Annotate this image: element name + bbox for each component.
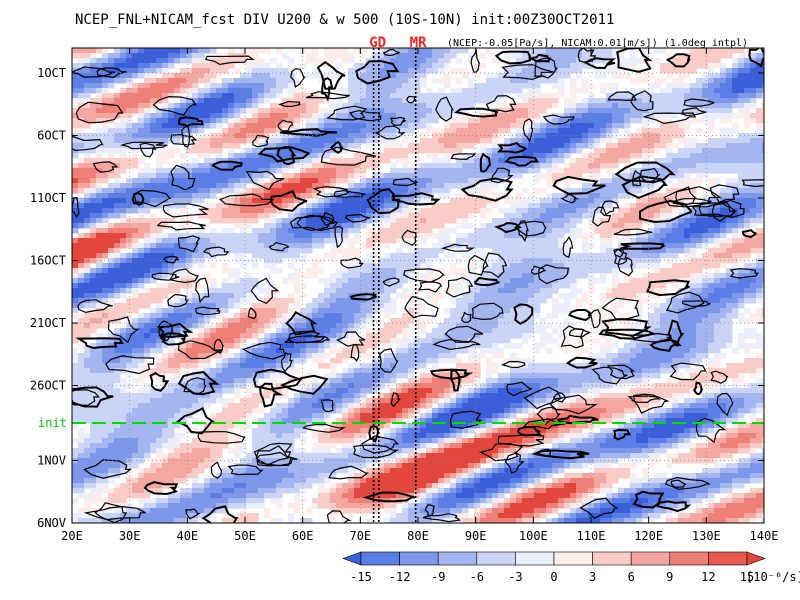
colorbar-tick-label: 0 <box>550 570 557 584</box>
y-tick-label: 26OCT <box>30 379 66 393</box>
colorbar-tick-label: 15 <box>740 570 754 584</box>
location-markers: GD MR <box>369 35 427 523</box>
y-tick-label: 6OCT <box>37 129 66 143</box>
marker-label: GD <box>369 35 386 51</box>
x-tick-label: 110E <box>577 529 606 543</box>
y-tick-label: 16OCT <box>30 254 66 268</box>
x-tick-label: 30E <box>119 529 141 543</box>
x-tick-label: 70E <box>349 529 371 543</box>
x-tick-label: 100E <box>519 529 548 543</box>
colorbar-swatch <box>515 551 555 566</box>
chart-subtitle: (NCEP:-0.05[Pa/s], NICAM:0.01[m/s]) (1.0… <box>447 38 748 49</box>
colorbar-tick-label: -6 <box>470 570 484 584</box>
colorbar-swatch <box>669 551 709 566</box>
init-label: init <box>38 416 67 430</box>
grid <box>72 48 764 523</box>
y-tick-label: 21OCT <box>30 316 66 330</box>
x-tick-label: 130E <box>692 529 721 543</box>
colorbar-swatch <box>746 551 766 566</box>
x-tick-label: 140E <box>750 529 779 543</box>
colorbar-swatch <box>630 551 671 566</box>
colorbar-tick-label: -3 <box>508 570 522 584</box>
divergence-field <box>72 48 764 523</box>
colorbar-swatch <box>399 551 439 566</box>
chart-title: NCEP_FNL+NICAM_fcst DIV U200 & w 500 (10… <box>75 12 614 28</box>
colorbar-tick-label: -9 <box>431 570 445 584</box>
y-tick-label: 6NOV <box>37 516 66 530</box>
x-tick-label: 40E <box>176 529 198 543</box>
x-tick-label: 60E <box>292 529 314 543</box>
colorbar-swatch <box>360 551 400 566</box>
colorbar: -15 -12 -9 -6 -3 0 3 6 9 12 15[10⁻⁶/s] <box>342 551 800 584</box>
omega-contours <box>72 48 764 523</box>
y-axis: 1OCT 6OCT 11OCT 16OCT 21OCT 26OCT 1NOV 6NOV <box>30 66 764 530</box>
y-tick-label: 1OCT <box>37 66 66 80</box>
colorbar-tick-label: 6 <box>628 570 635 584</box>
x-tick-label: 80E <box>407 529 429 543</box>
x-tick-label: 90E <box>465 529 487 543</box>
colorbar-swatch <box>437 551 478 566</box>
x-axis: 20E 30E 40E 50E 60E 70E 80E 90E 100E 110E 120E 130E… <box>61 48 778 543</box>
colorbar-tick-label: 12 <box>701 570 715 584</box>
colorbar-unit: [10⁻⁶/s] <box>746 570 800 584</box>
colorbar-swatch <box>342 551 362 566</box>
y-tick-label: 1NOV <box>37 454 66 468</box>
colorbar-tick-label: -15 <box>350 570 372 584</box>
x-tick-label: 120E <box>634 529 663 543</box>
colorbar-swatch <box>708 551 748 566</box>
colorbar-swatch <box>553 551 593 566</box>
colorbar-swatch <box>592 551 632 566</box>
y-tick-label: 11OCT <box>30 191 66 205</box>
marker-label: MR <box>410 35 427 51</box>
colorbar-tick-label: -12 <box>389 570 411 584</box>
colorbar-tick-label: 3 <box>589 570 596 584</box>
colorbar-tick-label: 9 <box>666 570 673 584</box>
x-tick-label: 20E <box>61 529 83 543</box>
colorbar-swatch <box>476 551 516 566</box>
x-tick-label: 50E <box>234 529 256 543</box>
